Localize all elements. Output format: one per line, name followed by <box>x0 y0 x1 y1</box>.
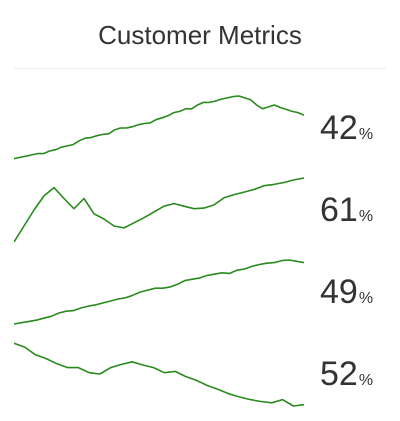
metric-value: 42% <box>320 88 373 168</box>
chart-title: Customer Metrics <box>98 20 302 50</box>
sparkline-chart <box>14 259 305 325</box>
metric-row: 42% <box>0 88 400 168</box>
title-divider <box>14 68 386 69</box>
sparkline-series <box>14 177 305 243</box>
metric-number: 61 <box>320 191 358 229</box>
metric-row: 49% <box>0 252 400 332</box>
sparkline-chart <box>14 95 305 160</box>
sparkline-series <box>14 259 305 325</box>
sparkline-series <box>14 342 305 407</box>
metric-number: 42 <box>320 109 358 147</box>
metric-number: 52 <box>320 355 358 393</box>
sparkline-chart <box>14 342 305 407</box>
metric-unit: % <box>358 208 374 225</box>
metric-row: 52% <box>0 334 400 414</box>
metric-row: 61% <box>0 170 400 250</box>
sparkline-chart <box>14 177 305 243</box>
metric-unit: % <box>358 372 374 389</box>
metric-value: 61% <box>320 170 373 250</box>
metric-number: 49 <box>320 273 358 311</box>
metric-value: 49% <box>320 252 373 332</box>
metric-value: 52% <box>320 334 373 414</box>
metric-unit: % <box>358 126 374 143</box>
sparkline-series <box>14 95 305 160</box>
metric-unit: % <box>358 290 374 307</box>
